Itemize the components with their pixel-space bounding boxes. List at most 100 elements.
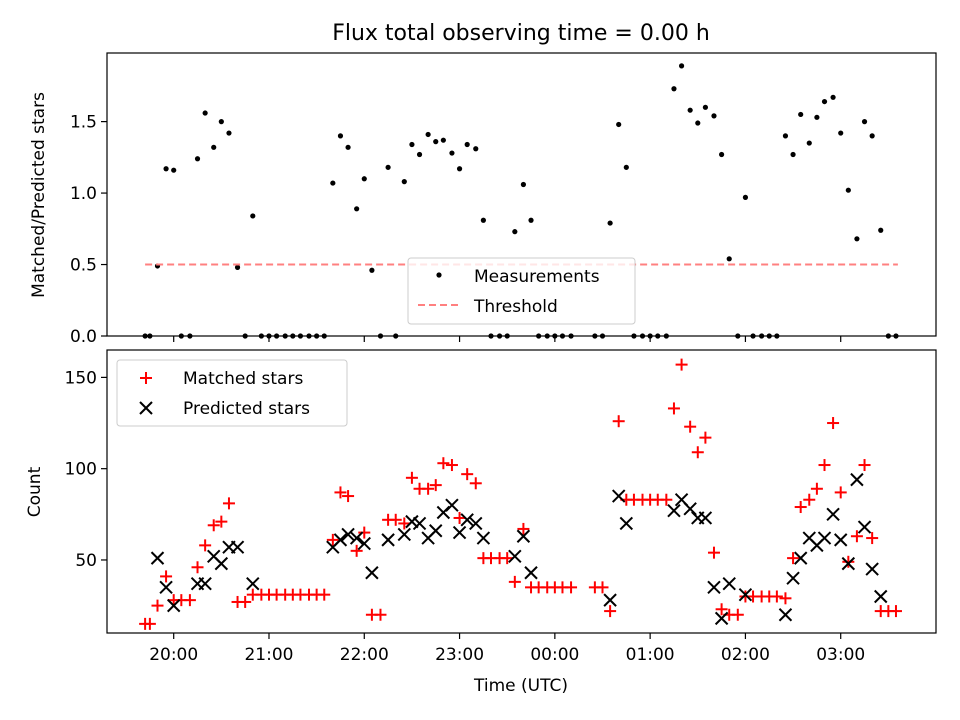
- matched-stars-point: [160, 570, 173, 583]
- measurement-point: [234, 264, 241, 270]
- matched-stars-point: [445, 459, 458, 472]
- predicted-stars-point: [714, 611, 729, 626]
- predicted-stars-point: [412, 516, 427, 531]
- legend-matched-label: Matched stars: [183, 369, 303, 389]
- matched-stars-point: [684, 420, 697, 433]
- measurement-point: [433, 139, 439, 145]
- measurement-point: [440, 137, 446, 143]
- matched-stars-point: [612, 415, 625, 428]
- measurement-point: [345, 144, 351, 150]
- measurement-point: [354, 206, 360, 212]
- measurement-point: [218, 119, 224, 125]
- matched-stars-point: [389, 513, 402, 526]
- chart-title: Flux total observing time = 0.00 h: [332, 21, 710, 46]
- predicted-stars-point: [698, 511, 713, 525]
- measurement-point: [798, 111, 804, 118]
- count-x-axis: 20:00 21:00 22:00 23:00 00:00 01:00 02:00 03:00: [149, 633, 865, 665]
- predicted-stars-point: [357, 536, 371, 551]
- matched-stars-point: [326, 533, 339, 546]
- measurement-point: [202, 110, 208, 116]
- measurement-point: [409, 141, 415, 148]
- ratio-y-tick-label: 0.0: [70, 327, 97, 347]
- ratio-y-tick-label: 1.5: [70, 113, 97, 133]
- ratio-legend-box: [407, 257, 636, 325]
- measurement-point: [473, 146, 479, 152]
- predicted-stars-point: [333, 533, 348, 547]
- measurement-point: [702, 104, 709, 110]
- measurement-point: [845, 187, 851, 193]
- matched-stars-point: [803, 493, 816, 506]
- matched-stars-point: [199, 539, 212, 552]
- matched-stars-point: [191, 561, 204, 574]
- count-plot-area: [139, 358, 902, 630]
- measurement-point: [861, 119, 868, 125]
- matched-stars-point: [239, 595, 252, 608]
- matched-stars-point: [565, 581, 578, 594]
- matched-stars-point: [889, 605, 902, 618]
- ratio-y-tick-label: 0.5: [70, 256, 97, 276]
- count-x-tick-label: 03:00: [816, 645, 865, 665]
- measurement-point: [616, 121, 622, 128]
- measurement-point: [623, 164, 629, 170]
- predicted-stars-point: [469, 516, 483, 531]
- measurement-point: [782, 133, 789, 139]
- predicted-stars-point: [365, 566, 379, 580]
- measurement-point: [742, 194, 749, 200]
- measurement-point: [211, 144, 217, 150]
- count-x-tick-label: 22:00: [340, 645, 389, 665]
- count-panel-frame: [106, 349, 937, 634]
- measurement-point: [528, 217, 534, 223]
- measurement-point: [369, 267, 375, 273]
- predicted-stars-point: [452, 525, 467, 540]
- measurement-point: [814, 114, 820, 120]
- count-y-axis-label: Count: [25, 466, 45, 517]
- matched-stars-point: [691, 446, 704, 459]
- matched-stars-point: [143, 617, 156, 630]
- matched-stars-point: [183, 594, 196, 607]
- predicted-stars-point: [405, 514, 419, 529]
- measurement-point: [821, 98, 828, 105]
- predicted-stars-point: [397, 527, 412, 542]
- predicted-stars-point: [786, 571, 800, 585]
- predicted-stars-point: [214, 556, 229, 571]
- predicted-stars-point: [150, 551, 165, 565]
- matched-stars-point: [707, 546, 720, 559]
- count-legend: Matched stars Predicted stars: [116, 359, 348, 427]
- count-legend-box: [116, 359, 348, 427]
- ratio-y-axis: 0.0 0.5 1.0 1.5: [70, 113, 107, 347]
- x-axis-label: Time (UTC): [473, 676, 568, 696]
- measurement-point: [361, 176, 367, 182]
- matched-stars-point: [660, 493, 673, 506]
- ratio-y-tick-label: 1.0: [70, 184, 97, 204]
- measurement-point: [687, 107, 693, 113]
- legend-measurements-label: Measurements: [474, 267, 600, 287]
- measurement-point: [449, 150, 455, 156]
- ratio-legend: Measurements Threshold: [407, 257, 636, 325]
- count-x-tick-label: 00:00: [530, 645, 579, 665]
- predicted-stars-point: [445, 498, 459, 512]
- matched-stars-point: [810, 482, 823, 495]
- matched-stars-point: [866, 532, 879, 545]
- measurement-point: [830, 94, 836, 100]
- matched-stars-point: [453, 511, 466, 524]
- predicted-stars-point: [460, 513, 474, 527]
- measurement-point: [711, 113, 717, 119]
- predicted-stars-point: [341, 527, 355, 542]
- matched-stars-point: [358, 526, 371, 539]
- matched-stars-point: [318, 588, 331, 601]
- matched-stars-point: [429, 479, 442, 492]
- count-x-tick-label: 02:00: [721, 645, 770, 665]
- legend-matched-marker: [140, 372, 152, 384]
- predicted-stars-point: [230, 540, 245, 554]
- matched-stars-point: [461, 468, 474, 481]
- predicted-stars-point: [826, 507, 840, 522]
- matched-stars-point: [596, 581, 609, 594]
- count-y-axis: 50 100 150: [65, 368, 107, 571]
- measurement-point: [480, 217, 486, 223]
- ratio-y-axis-label: Matched/Predicted stars: [29, 92, 49, 298]
- predicted-stars-point: [429, 524, 443, 538]
- measurement-point: [678, 63, 685, 69]
- measurement-point: [250, 213, 256, 219]
- predicted-stars-point: [516, 529, 531, 543]
- measurement-point: [456, 166, 463, 172]
